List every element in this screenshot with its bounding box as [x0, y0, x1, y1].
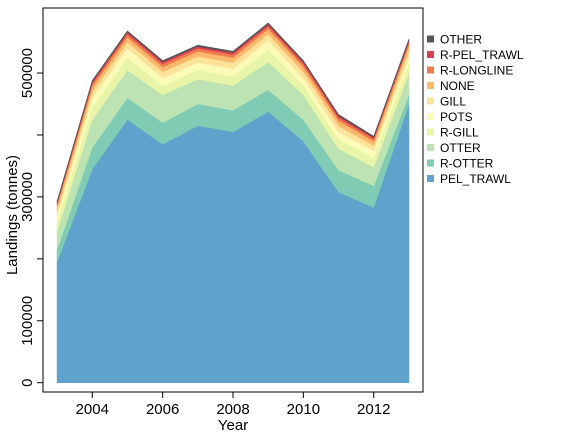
x-tick-label: 2006 [146, 401, 179, 418]
x-tick-label: 2010 [287, 401, 320, 418]
y-axis: 0 100000 300000 500000 [19, 48, 43, 387]
legend-label: GILL [440, 95, 466, 109]
y-tick-label: 100000 [19, 296, 36, 346]
x-tick-label: 2012 [357, 401, 390, 418]
x-axis-title: Year [218, 417, 248, 432]
y-tick-label: 300000 [19, 172, 36, 222]
area-other [56, 22, 410, 203]
legend-swatch-r-pel-trawl [427, 51, 434, 58]
legend-swatch-none [427, 82, 434, 89]
legend-swatch-r-otter [427, 159, 434, 167]
y-tick-label: 500000 [19, 48, 36, 98]
y-axis-title: Landings (tonnes) [4, 155, 21, 275]
y-tick-label: 0 [19, 379, 36, 387]
legend-swatch-other [427, 35, 434, 43]
area-layers [56, 22, 410, 384]
legend-label: R-GILL [440, 126, 479, 140]
legend-label: OTTER [440, 141, 481, 155]
x-tick-label: 2008 [216, 401, 249, 418]
legend-swatch-pel-trawl [427, 175, 434, 182]
legend-swatch-r-longline [427, 66, 434, 74]
legend-label: OTHER [440, 33, 482, 47]
legend-label: R-LONGLINE [440, 64, 513, 78]
legend-label: R-PEL_TRAWL [440, 48, 524, 62]
legend-label: POTS [440, 110, 473, 124]
legend-label: R-OTTER [440, 157, 494, 171]
legend-swatch-r-gill [427, 128, 434, 136]
legend-swatch-otter [427, 144, 434, 151]
legend-swatch-pots [427, 113, 434, 120]
legend-label: NONE [440, 79, 475, 93]
x-axis: 2004 2006 2008 2010 2012 [76, 392, 390, 418]
x-tick-label: 2004 [76, 401, 109, 418]
legend-label: PEL_TRAWL [440, 172, 511, 186]
legend-swatch-gill [427, 97, 434, 105]
